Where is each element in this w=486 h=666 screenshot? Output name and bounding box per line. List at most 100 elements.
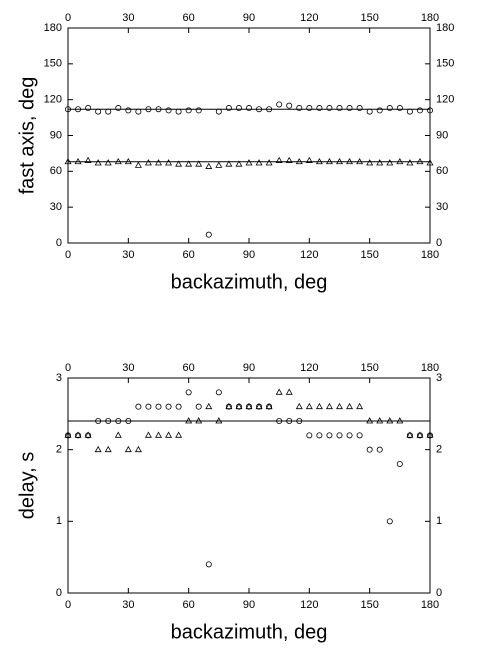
triangle-point	[346, 157, 354, 165]
circle-point	[65, 106, 72, 113]
triangle-point	[325, 157, 333, 165]
triangle-point	[104, 159, 112, 166]
triangle-point	[104, 445, 112, 453]
x-tick-label: 150	[360, 599, 378, 611]
y-tick-label: 90	[50, 129, 62, 141]
x-tick-label-top: 150	[360, 362, 378, 374]
x-tick-label: 30	[122, 599, 134, 611]
circle-point	[296, 417, 303, 424]
circle-point	[376, 107, 383, 114]
triangle-point	[325, 402, 333, 410]
triangle-point	[426, 159, 434, 166]
triangle-point	[416, 157, 424, 165]
circle-point	[326, 432, 333, 439]
triangle-point	[155, 431, 162, 438]
circle-point	[386, 518, 393, 525]
y-tick-label: 0	[56, 237, 62, 249]
circle-point	[306, 105, 313, 112]
y-tick-label: 180	[44, 22, 62, 34]
triangle-point	[235, 160, 243, 167]
x-tick-label-top: 120	[300, 12, 318, 24]
circle-point	[356, 432, 363, 439]
triangle-point	[165, 431, 173, 438]
triangle-point	[134, 445, 142, 453]
triangle-point	[245, 402, 253, 410]
triangle-point	[84, 431, 92, 438]
triangle-point	[195, 417, 203, 424]
y-tick-label-right: 0	[436, 237, 442, 249]
triangle-point	[175, 160, 183, 167]
x-tick-label: 180	[421, 249, 439, 261]
x-tick-label-top: 30	[122, 12, 134, 24]
triangle-point	[245, 159, 253, 166]
triangle-point	[366, 159, 374, 166]
triangle-point	[386, 159, 394, 166]
circle-point	[205, 231, 212, 238]
plot-frame	[67, 27, 431, 244]
circle-point	[366, 108, 373, 115]
triangle-point	[406, 159, 414, 166]
x-tick-label-top: 0	[65, 362, 71, 374]
circle-point	[276, 101, 283, 108]
triangle-point	[215, 161, 223, 168]
triangle-point	[416, 431, 424, 438]
y-tick-label-right: 150	[436, 58, 454, 70]
circle-point	[225, 105, 232, 112]
triangle-point	[144, 431, 152, 438]
triangle-point	[396, 417, 404, 424]
circle-point	[316, 432, 323, 439]
circle-point	[165, 403, 172, 410]
y-tick-label: 150	[44, 58, 62, 70]
circle-point	[125, 417, 132, 424]
triangle-point	[134, 161, 142, 168]
triangle-point	[336, 157, 343, 165]
circle-point	[155, 106, 162, 113]
circle-point	[95, 108, 102, 115]
triangle-point	[295, 157, 303, 165]
triangle-point	[124, 445, 132, 453]
x-tick-label-top: 180	[421, 362, 439, 374]
triangle-point	[336, 402, 343, 410]
x-tick-label: 60	[183, 599, 195, 611]
circle-point	[215, 389, 222, 396]
triangle-point	[64, 157, 72, 165]
triangle-point	[94, 445, 102, 453]
circle-point	[406, 108, 413, 115]
circle-point	[245, 105, 252, 112]
triangle-point	[255, 159, 263, 166]
x-tick-label: 90	[243, 249, 255, 261]
triangle-point	[315, 157, 323, 165]
triangle-point	[84, 156, 92, 163]
circle-point	[386, 105, 393, 112]
y-tick-label-right: 180	[436, 22, 454, 34]
x-tick-label: 30	[122, 249, 134, 261]
triangle-point	[305, 402, 313, 410]
circle-point	[346, 105, 353, 112]
x-tick-label: 0	[65, 249, 71, 261]
x-tick-label-top: 60	[183, 362, 195, 374]
triangle-point	[275, 156, 283, 163]
circle-point	[346, 432, 353, 439]
circle-point	[95, 417, 102, 424]
circle-point	[296, 105, 303, 112]
triangle-point	[225, 160, 233, 167]
x-tick-label: 0	[65, 599, 71, 611]
triangle-point	[346, 402, 354, 410]
triangle-point	[235, 402, 243, 410]
y-tick-label: 1	[56, 515, 62, 527]
triangle-point	[74, 157, 82, 165]
circle-point	[235, 105, 242, 112]
x-tick-label: 180	[421, 599, 439, 611]
circle-point	[326, 105, 333, 112]
x-tick-label: 120	[300, 599, 318, 611]
triangle-point	[295, 402, 303, 410]
triangle-point	[376, 417, 384, 424]
triangle-point	[185, 160, 193, 167]
circle-point	[135, 108, 142, 115]
x-tick-label-top: 150	[360, 12, 378, 24]
y-tick-label: 3	[56, 372, 62, 384]
circle-point	[195, 107, 202, 114]
y-tick-label: 60	[50, 165, 62, 177]
y-tick-label-right: 0	[436, 587, 442, 599]
